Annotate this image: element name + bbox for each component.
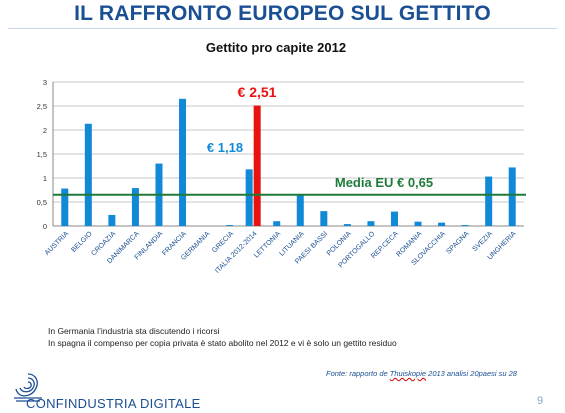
italy-before-label: € 1,18 (207, 140, 243, 155)
title-divider (8, 28, 557, 29)
bar (461, 225, 469, 226)
bar (320, 211, 328, 226)
bar (245, 169, 253, 226)
bar-chart: Gettito pro capite 2012 0 0,5 1 1,5 2 2,5 3 AUS… (37, 40, 526, 275)
bar (253, 105, 261, 226)
bar (108, 214, 116, 226)
note-spain: In spagna il compenso per copia privata … (48, 338, 397, 348)
bar (273, 221, 281, 226)
eu-average-label: Media EU € 0,65 (335, 175, 433, 190)
bar (179, 98, 187, 226)
x-tick-label: BELGIO (70, 230, 94, 254)
x-tick-label: AUSTRIA (44, 230, 71, 257)
bar (485, 176, 493, 226)
bar (414, 221, 422, 226)
y-tick-label: 2,5 (37, 102, 47, 111)
bar (390, 211, 398, 226)
bar (438, 222, 446, 226)
bar (296, 194, 304, 226)
y-tick-label: 0,5 (37, 198, 47, 207)
italy-after-label: € 2,51 (238, 84, 277, 100)
bar (508, 167, 516, 226)
source-note: Fonte: rapporto de Thuiskopie 2013 anali… (326, 369, 517, 378)
bar (367, 221, 375, 226)
chart-title: Gettito pro capite 2012 (206, 40, 346, 55)
y-tick-label: 0 (43, 222, 47, 231)
x-tick-label: SPAGNA (445, 230, 470, 255)
bar (61, 188, 69, 226)
x-tick-label: SVEZIA (472, 230, 495, 253)
y-tick-label: 1,5 (37, 150, 47, 159)
bar (343, 224, 351, 226)
source-publisher: Thuiskopie (389, 369, 427, 378)
confindustria-logo-icon (14, 373, 42, 402)
footer-logo-text: CONFINDUSTRIA DIGITALE (26, 396, 201, 411)
page-number: 9 (537, 395, 544, 407)
y-tick-label: 2 (43, 126, 47, 135)
note-germany: In Germania l’industria sta discutendo i… (48, 326, 220, 336)
y-tick-label: 1 (43, 174, 47, 183)
bar (131, 188, 139, 226)
bar (84, 123, 92, 226)
source-suffix: 2013 analisi 20paesi su 28 (426, 369, 517, 378)
bar (226, 225, 234, 226)
notes: In Germania l’industria sta discutendo i… (48, 325, 397, 349)
page-title: IL RAFFRONTO EUROPEO SUL GETTITO (74, 2, 491, 25)
x-tick-label: ITALIA 2012-2014 (214, 230, 259, 275)
x-tick-label: GRECIA (211, 230, 235, 254)
source-prefix: Fonte: rapporto de (326, 369, 390, 378)
y-tick-label: 3 (43, 78, 47, 87)
